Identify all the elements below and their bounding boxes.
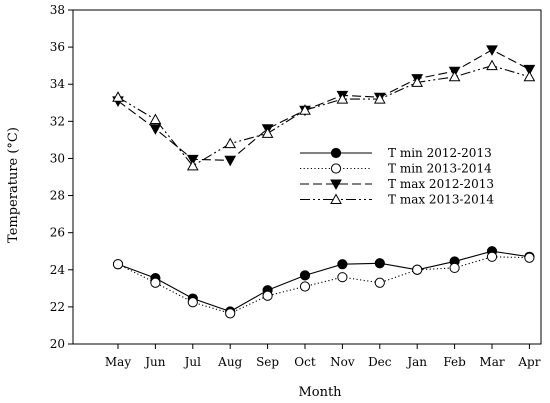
x-axis-title: Month [298,385,342,400]
data-point [299,270,311,281]
series-1 [112,246,535,317]
data-point [149,113,162,124]
plot-border [72,9,542,345]
y-tick-label: 34 [50,77,66,91]
x-axis: May Jun Jul Aug Sep Oct Nov Dec Jan Feb Mar Apr [105,344,541,369]
x-tick-label: Oct [294,355,316,369]
y-axis: 20 22 24 26 28 30 32 34 36 38 [50,3,73,351]
data-point [149,124,162,135]
data-point [411,76,424,87]
series-line [117,65,530,167]
data-point [523,64,536,76]
data-point [412,264,423,275]
x-tick-label: Apr [517,355,540,369]
legend-item: T max 2012-2013 [300,177,494,191]
series-line [117,49,530,161]
series-line [117,250,530,313]
legend-item: T max 2013-2014 [300,193,494,207]
legend-item: T min 2013-2014 [300,162,492,176]
x-tick-label: Jun [143,355,166,369]
legend-label: T max 2012-2013 [388,177,494,191]
legend-item: T min 2012-2013 [300,146,492,160]
y-tick-label: 28 [50,189,65,203]
y-tick-label: 22 [50,300,65,314]
data-point [299,104,311,115]
data-point [524,252,535,263]
data-point [112,91,124,102]
data-point [374,277,385,288]
data-point [523,70,536,82]
legend-marker [330,179,342,191]
y-axis-title: Temperature (°C) [6,127,21,243]
x-tick-label: Jan [405,355,427,369]
data-point [486,45,498,56]
data-point [150,277,161,288]
legend-label: T min 2013-2014 [388,162,492,176]
legend-marker [330,193,342,204]
x-tick-label: Jul [183,355,202,369]
y-tick-label: 36 [50,40,65,54]
data-point [449,262,460,274]
series-4 [112,59,536,171]
x-tick-label: Feb [443,355,466,369]
data-point [225,308,236,319]
data-point [262,290,273,301]
data-point [337,259,348,270]
y-tick-label: 38 [50,3,65,17]
data-point [261,127,274,138]
data-point [299,281,311,292]
plot-area [72,9,542,345]
data-point [486,59,498,71]
legend-marker [330,147,342,159]
data-point [374,258,385,269]
y-tick-label: 30 [50,151,65,165]
data-point [186,159,199,171]
data-point [224,137,237,149]
data-point [336,93,349,104]
data-point [187,297,198,308]
data-point [373,93,386,104]
series-2 [112,251,535,319]
legend-label: T max 2013-2014 [388,193,494,207]
x-tick-label: Dec [368,355,392,369]
series-layer [112,45,536,319]
x-tick-label: Sep [256,355,279,369]
x-tick-label: Aug [217,355,242,369]
data-point [112,259,124,270]
x-tick-label: Mar [479,355,504,369]
x-tick-label: May [105,355,131,369]
y-tick-label: 24 [50,263,66,277]
y-tick-label: 20 [50,337,65,351]
data-point [486,251,498,262]
legend-marker [330,163,342,174]
series-line [117,256,530,314]
data-point [337,272,348,283]
data-point [448,70,461,82]
data-point [224,155,237,167]
legend-label: T min 2012-2013 [388,146,492,160]
y-tick-label: 26 [50,226,65,240]
y-tick-label: 32 [50,114,65,128]
x-tick-label: Nov [330,355,355,369]
